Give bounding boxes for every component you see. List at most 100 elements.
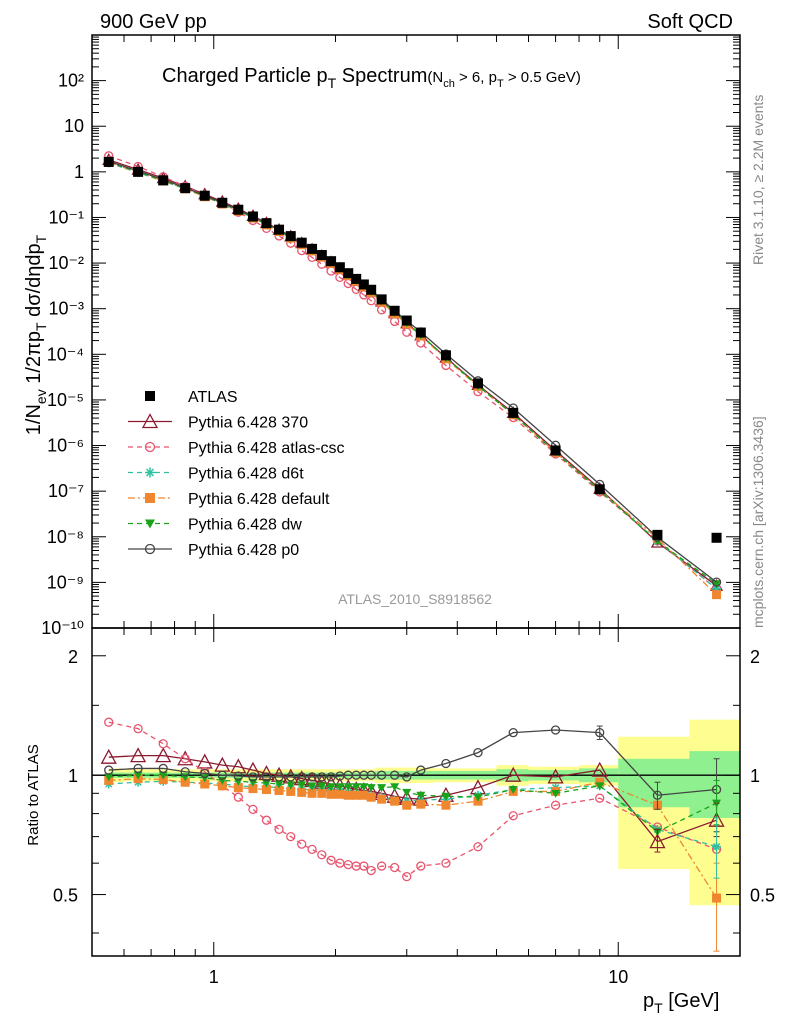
ratio-marker: [158, 739, 168, 749]
ratio-marker: [248, 772, 258, 782]
y-tick-label: 10²: [58, 71, 84, 91]
x-axis-label: pT [GeV]: [643, 990, 719, 1016]
legend-label: Pythia 6.428 d6t: [188, 466, 304, 483]
ratio-marker: [508, 727, 518, 738]
ratio-marker: [595, 777, 605, 787]
star-stroke: [145, 468, 155, 477]
y-tick-label: 10⁻³: [48, 299, 84, 319]
y-tick-label: 10⁻²: [48, 253, 84, 273]
atlas-point: [285, 231, 296, 242]
ratio-marker: [233, 783, 243, 793]
ratio-marker: [366, 784, 376, 793]
ratio-marker: [441, 800, 451, 810]
atlas-point: [440, 350, 451, 361]
atlas-point: [233, 204, 244, 215]
atlas-point: [550, 445, 561, 456]
atlas-point: [316, 250, 327, 261]
atlas-point: [158, 175, 169, 186]
ratio-y-axis-label: Ratio to ATLAS: [25, 744, 42, 845]
ratio-marker: [416, 765, 426, 775]
legend-label: Pythia 6.428 370: [188, 415, 308, 432]
ratio-marker: [286, 831, 296, 842]
y-tick-label: 10⁻⁸: [47, 527, 84, 547]
ratio-marker: [389, 862, 400, 873]
ratio-marker: [307, 844, 317, 855]
ratio-band-stat: [618, 758, 690, 808]
main-marker: [326, 266, 336, 276]
main-marker: [712, 580, 722, 589]
ratio-marker: [274, 824, 284, 835]
legend-entry: Pythia 6.428 p0: [128, 542, 299, 559]
y-tick-label: 10⁻¹⁰: [41, 618, 84, 638]
ratio-marker: [286, 786, 296, 796]
ratio-marker: [508, 786, 518, 795]
ratio-marker: [104, 773, 114, 782]
ratio-marker: [326, 789, 336, 799]
y-axis-label: 1/Nev 1/2πpT dσ/dηdpT: [23, 234, 49, 435]
ratio-marker: [104, 765, 114, 775]
ratio-marker: [351, 790, 361, 800]
atlas-point: [508, 407, 519, 418]
ratio-marker: [217, 770, 227, 780]
legend-entry: Pythia 6.428 default: [128, 491, 330, 508]
ratio-marker: [416, 861, 426, 871]
ratio-marker: [343, 790, 353, 800]
ratio-marker: [359, 783, 369, 792]
ratio-marker: [359, 770, 369, 780]
y-tick-label: 10⁻⁶: [47, 436, 84, 456]
ratio-tick-label: 2: [68, 647, 78, 667]
atlas-point: [326, 256, 337, 267]
ratio-marker: [550, 725, 561, 735]
atlas-point: [472, 378, 483, 389]
ratio-marker: [286, 781, 296, 790]
ratio-marker: [158, 763, 168, 774]
ratio-marker: [180, 754, 190, 764]
atlas-point: [389, 305, 400, 316]
ratio-marker: [550, 800, 561, 810]
ratio-marker: [244, 761, 262, 777]
ratio-marker: [390, 796, 400, 806]
y-tick-label: 10⁻⁵: [47, 390, 84, 410]
ratio-marker: [100, 748, 117, 764]
atlas-point: [247, 211, 258, 222]
main-marker: [652, 537, 662, 546]
mcplots-label: mcplots.cern.ch [arXiv:1306.3436]: [750, 416, 766, 628]
atlas-point: [274, 224, 285, 235]
ratio-marker: [376, 770, 387, 780]
legend-marker: [145, 467, 155, 478]
ratio-marker: [158, 771, 168, 780]
ratio-marker: [377, 794, 387, 804]
ratio-marker: [335, 789, 345, 799]
main-marker: [712, 590, 722, 600]
header-energy: 900 GeV pp: [100, 11, 207, 33]
ratio-marker: [402, 871, 412, 882]
ratio-bands: [92, 719, 740, 906]
ratio-marker: [317, 850, 327, 860]
atlas-point: [594, 484, 605, 495]
ratio-marker: [366, 865, 376, 876]
ratio-marker: [286, 772, 296, 782]
legend-marker: [144, 441, 156, 453]
ratio-marker: [261, 779, 271, 788]
ratio-marker: [307, 772, 317, 782]
ratio-marker: [326, 855, 336, 865]
atlas-point: [180, 183, 191, 194]
atlas-point: [358, 279, 369, 290]
legend-label: ATLAS: [188, 389, 238, 406]
ratio-marker: [402, 788, 412, 797]
legend-label: Pythia 6.428 atlas-csc: [188, 440, 345, 457]
ratio-marker: [274, 785, 284, 795]
x-tick-label: 1: [209, 967, 219, 987]
ratio-marker: [261, 785, 271, 795]
ratio-marker: [274, 772, 284, 782]
atlas-point: [217, 197, 228, 208]
ratio-marker: [200, 779, 210, 789]
ratio-marker: [359, 790, 369, 800]
atlas-point: [261, 218, 272, 229]
atlas-point: [415, 327, 426, 338]
x-tick-label: 10: [608, 967, 628, 987]
legend-entry: Pythia 6.428 d6t: [128, 466, 304, 483]
ratio-marker: [248, 784, 258, 794]
ratio-marker: [261, 772, 272, 782]
legend-label: Pythia 6.428 default: [188, 491, 330, 508]
